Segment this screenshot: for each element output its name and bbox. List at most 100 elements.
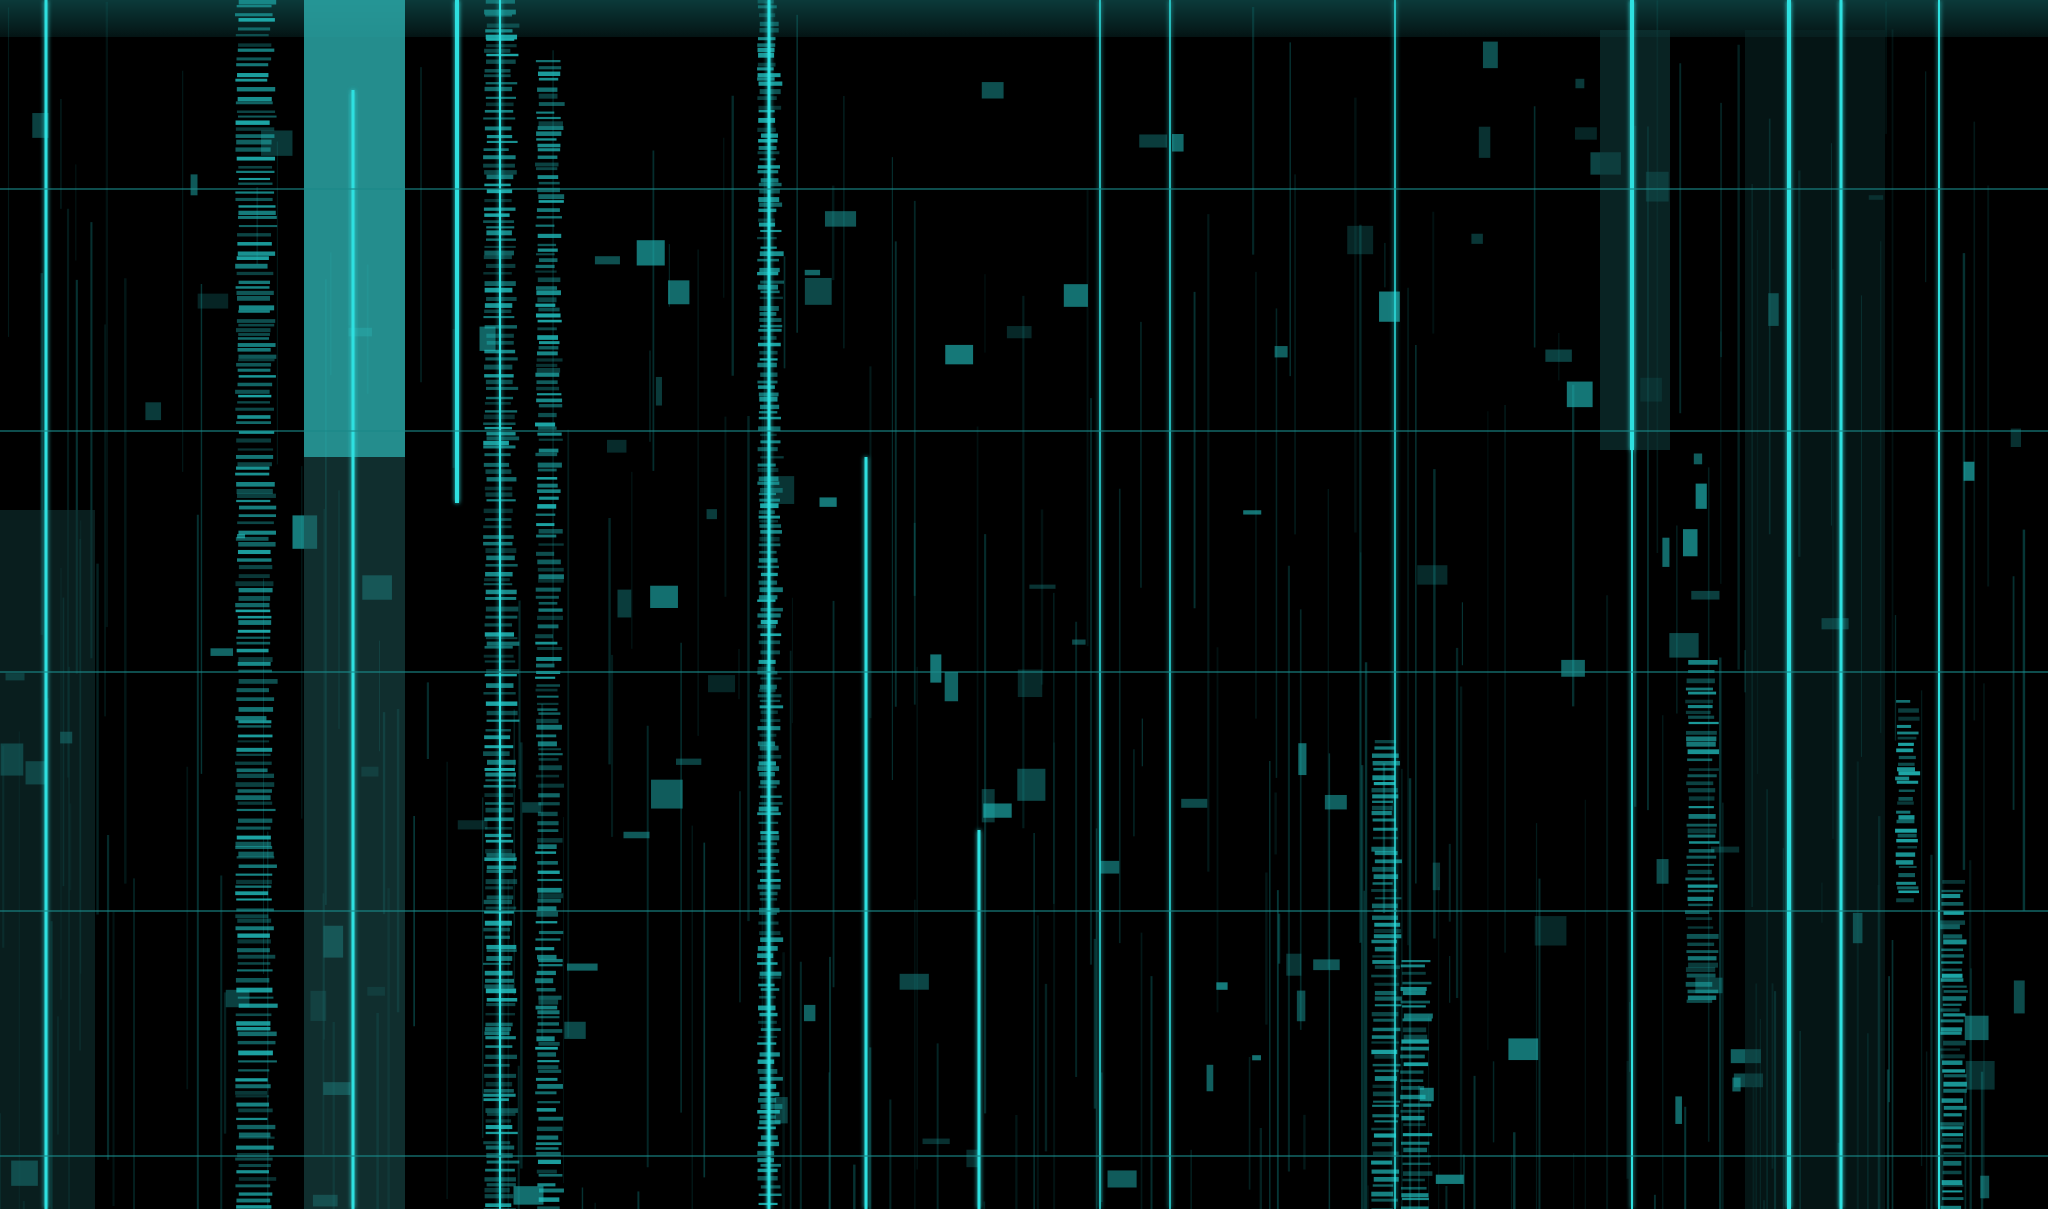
band-segment [537, 1159, 561, 1165]
band-segment [238, 620, 272, 625]
band-segment [1898, 890, 1920, 894]
band-segment [484, 1187, 510, 1193]
band-segment [1940, 1048, 1960, 1051]
band-segment [535, 286, 558, 290]
band-segment [238, 18, 275, 22]
band-segment [759, 202, 783, 207]
band-segment [484, 410, 518, 413]
band-segment [1687, 828, 1717, 834]
band-segment [1372, 1091, 1394, 1097]
band-segment [536, 216, 562, 219]
band-segment [1687, 956, 1717, 961]
band-segment [1687, 774, 1717, 778]
band-segment [483, 541, 513, 546]
band-segment [1400, 1046, 1429, 1051]
band-segment [538, 341, 560, 345]
burst [1566, 381, 1593, 408]
band-segment [236, 826, 271, 830]
burst [1545, 349, 1572, 362]
band-segment [236, 753, 271, 756]
band-segment [236, 110, 276, 113]
band-segment [1896, 700, 1911, 703]
band-segment [1688, 721, 1719, 725]
band-segment [1373, 827, 1398, 831]
band-segment [536, 116, 561, 120]
band-segment [237, 661, 271, 666]
band-segment [236, 697, 275, 701]
band-segment [757, 362, 777, 368]
band-segment [535, 641, 558, 645]
band-segment [235, 191, 275, 194]
band-segment [538, 964, 563, 967]
band-segment [238, 333, 270, 336]
band-segment [757, 0, 774, 4]
band-segment [236, 319, 276, 323]
band-segment [537, 893, 564, 899]
band-segment [537, 559, 561, 565]
band-segment [1940, 1031, 1962, 1035]
band-segment [757, 1158, 774, 1163]
band-segment [484, 935, 510, 939]
band-segment [538, 765, 562, 771]
band-segment [537, 335, 559, 340]
band-segment [1373, 1018, 1395, 1022]
band-segment [237, 251, 276, 256]
burst [606, 439, 627, 453]
band-segment [237, 1031, 277, 1037]
burst [1482, 41, 1498, 69]
burst [922, 1138, 950, 1145]
band-segment [238, 734, 273, 738]
band-segment [235, 34, 269, 37]
band-segment [535, 676, 556, 679]
burst [566, 963, 598, 971]
band-segment [486, 23, 520, 28]
burst [2010, 428, 2022, 447]
band-segment [1374, 1120, 1398, 1123]
band-segment [1685, 710, 1711, 715]
band-segment [1371, 810, 1392, 816]
band-segment [1895, 776, 1910, 781]
burst [1029, 584, 1056, 589]
band-segment [537, 811, 558, 817]
band-segment [1685, 699, 1713, 704]
band-segment [485, 14, 512, 17]
band-segment [536, 111, 555, 114]
burst [1206, 1064, 1214, 1092]
band-segment [486, 296, 517, 301]
band-segment [1940, 1144, 1962, 1149]
band-segment [1685, 730, 1717, 735]
band-segment [1372, 1184, 1394, 1187]
band-segment [486, 386, 519, 390]
band-segment [1373, 1133, 1397, 1138]
band-segment [760, 1104, 783, 1109]
band-segment [536, 1036, 555, 1042]
band-segment [1400, 1094, 1426, 1100]
band-segment [1896, 724, 1912, 728]
band-segment [536, 1126, 563, 1132]
band-segment [760, 530, 782, 534]
band-segment [1941, 968, 1962, 972]
band-segment [757, 666, 775, 672]
band-segment [537, 327, 557, 331]
band-segment [237, 415, 271, 419]
burst [1561, 659, 1585, 677]
band-segment [537, 1052, 557, 1057]
burst [1313, 959, 1340, 971]
band-segment [536, 1135, 559, 1140]
band-segment [1374, 922, 1401, 927]
band-segment [1942, 1133, 1964, 1137]
burst [623, 831, 650, 839]
band-segment [758, 510, 775, 514]
band-block [1600, 30, 1670, 450]
band-segment [238, 505, 277, 510]
band-segment [537, 1060, 560, 1063]
band-segment [1402, 1133, 1433, 1137]
band-segment [535, 634, 554, 639]
band-segment [484, 303, 513, 308]
band-segment [238, 587, 273, 593]
band-segment [535, 1147, 559, 1150]
burst [1017, 669, 1043, 698]
band-segment [1373, 1100, 1401, 1103]
band-segment [1940, 1008, 1960, 1012]
burst [1298, 743, 1307, 776]
